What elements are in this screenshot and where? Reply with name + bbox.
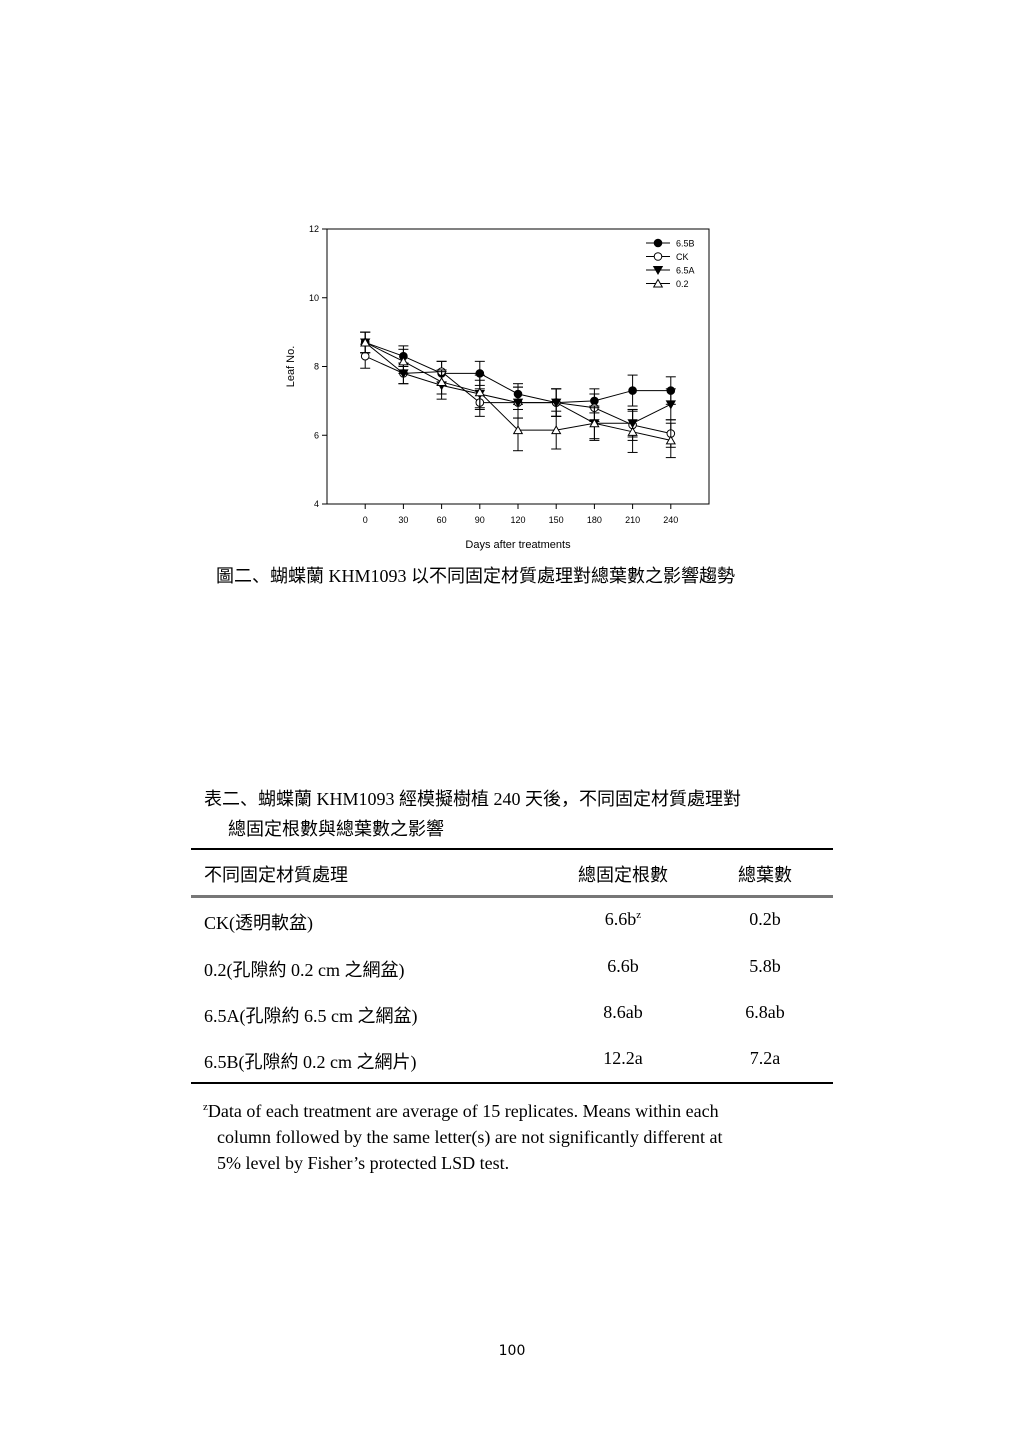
data-point bbox=[665, 435, 676, 445]
y-tick-label: 6 bbox=[314, 430, 319, 440]
series-CK: CK bbox=[360, 252, 689, 448]
legend-marker bbox=[653, 252, 663, 261]
legend-marker bbox=[653, 238, 663, 248]
header-leaf-count: 總葉數 bbox=[738, 865, 792, 885]
y-tick-label: 10 bbox=[309, 293, 319, 303]
x-tick-label: 180 bbox=[587, 515, 602, 525]
footnote-line1: Data of each treatment are average of 15… bbox=[207, 1101, 719, 1121]
data-point bbox=[360, 337, 371, 347]
series-0-2: 0.2 bbox=[360, 278, 689, 459]
row-root-count: 8.6ab bbox=[603, 1002, 643, 1022]
row-treatment: 6.5B(孔隙約 0.2 cm 之網片) bbox=[204, 1052, 417, 1072]
y-axis-label: Leaf No. bbox=[285, 346, 297, 388]
series-6-5A: 6.5A bbox=[360, 266, 695, 440]
table-top-rule bbox=[191, 848, 833, 850]
x-tick-label: 210 bbox=[625, 515, 640, 525]
data-point bbox=[360, 351, 370, 361]
data-point bbox=[474, 387, 485, 397]
legend-label: 6.5A bbox=[676, 266, 695, 276]
legend-marker bbox=[652, 278, 664, 288]
data-point bbox=[628, 386, 637, 395]
row-leaf-count: 6.8ab bbox=[745, 1002, 785, 1022]
figure-caption: 圖二、蝴蝶蘭 KHM1093 以不同固定材質處理對總葉數之影響趨勢 bbox=[216, 566, 736, 586]
x-tick-label: 90 bbox=[475, 515, 485, 525]
y-tick-label: 8 bbox=[314, 362, 319, 372]
row-root-count: 6.6bz bbox=[563, 909, 683, 930]
superscript-z: z bbox=[636, 909, 642, 921]
legend-label: 0.2 bbox=[676, 279, 689, 289]
row-treatment: 6.5A(孔隙約 6.5 cm 之網盆) bbox=[204, 1006, 418, 1026]
data-point bbox=[512, 398, 524, 408]
x-tick-label: 120 bbox=[510, 515, 525, 525]
row-root-count: 6.6b bbox=[607, 956, 639, 976]
table-footnote: zData of each treatment are average of 1… bbox=[203, 1094, 821, 1176]
legend-label: CK bbox=[676, 252, 689, 262]
footnote-superscript: z bbox=[203, 1101, 208, 1113]
page-number: 100 bbox=[498, 1343, 526, 1359]
header-root-count: 總固定根數 bbox=[578, 865, 668, 885]
table-header-rule bbox=[191, 895, 833, 898]
root-count-value: 6.6b bbox=[604, 909, 637, 929]
data-point bbox=[551, 398, 562, 408]
x-tick-label: 30 bbox=[398, 515, 408, 525]
x-tick-label: 60 bbox=[437, 515, 447, 525]
header-treatment: 不同固定材質處理 bbox=[204, 865, 348, 885]
table-caption-line1: 表二、蝴蝶蘭 KHM1093 經模擬樹植 240 天後，不同固定材質處理對 bbox=[204, 789, 742, 809]
x-tick-label: 150 bbox=[549, 515, 564, 525]
y-tick-label: 4 bbox=[314, 499, 319, 509]
data-point bbox=[589, 418, 600, 428]
table-bottom-rule bbox=[191, 1082, 833, 1084]
x-axis-label: Days after treatments bbox=[465, 539, 571, 551]
table-caption-line2: 總固定根數與總葉數之影響 bbox=[228, 819, 444, 839]
legend-label: 6.5B bbox=[676, 239, 695, 249]
footnote-line2: column followed by the same letter(s) ar… bbox=[217, 1127, 723, 1147]
x-tick-label: 240 bbox=[663, 515, 678, 525]
row-treatment: 0.2(孔隙約 0.2 cm 之網盆) bbox=[204, 960, 405, 980]
row-treatment: CK(透明軟盆) bbox=[204, 913, 313, 933]
row-leaf-count: 7.2a bbox=[749, 1048, 781, 1068]
legend-marker bbox=[652, 266, 664, 276]
row-leaf-count: 5.8b bbox=[749, 956, 781, 976]
data-point bbox=[398, 356, 409, 366]
data-point bbox=[627, 426, 638, 436]
row-root-count: 12.2a bbox=[603, 1048, 643, 1068]
footnote-line3: 5% level by Fisher’s protected LSD test. bbox=[217, 1153, 510, 1173]
data-point bbox=[551, 425, 562, 435]
row-leaf-count: 0.2b bbox=[749, 909, 781, 929]
x-tick-label: 0 bbox=[363, 515, 368, 525]
y-tick-label: 12 bbox=[309, 224, 319, 234]
series-6-5B: 6.5B bbox=[360, 238, 695, 417]
data-point bbox=[436, 376, 447, 386]
data-point bbox=[665, 400, 676, 410]
data-point bbox=[512, 425, 524, 435]
